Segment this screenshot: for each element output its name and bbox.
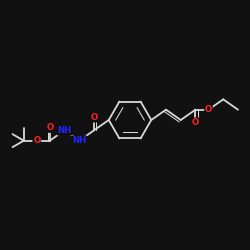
Text: O: O [205, 105, 212, 114]
Text: O: O [46, 123, 54, 132]
Text: O: O [192, 118, 199, 127]
Text: NH: NH [58, 126, 72, 135]
Text: NH: NH [72, 136, 86, 145]
Text: O: O [33, 136, 40, 145]
Text: O: O [90, 113, 98, 122]
